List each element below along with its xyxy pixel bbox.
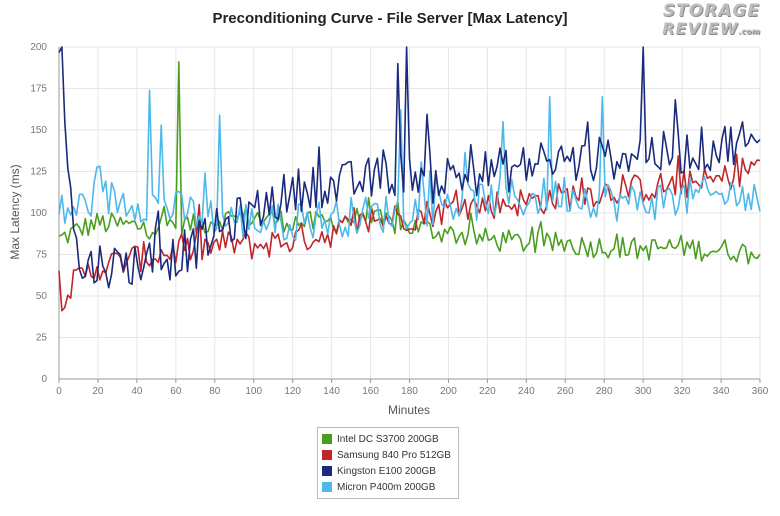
x-tick-label: 60 (170, 386, 182, 397)
chart-title: Preconditioning Curve - File Server [Max… (212, 10, 568, 27)
x-tick-label: 200 (440, 386, 457, 397)
legend-swatch (322, 482, 332, 492)
legend-label: Intel DC S3700 200GB (337, 433, 439, 445)
x-tick-label: 340 (713, 386, 730, 397)
y-tick-label: 150 (30, 125, 47, 136)
x-tick-label: 80 (209, 386, 221, 397)
x-tick-label: 140 (323, 386, 340, 397)
legend: Intel DC S3700 200GB Samsung 840 Pro 512G… (317, 427, 459, 499)
series-line (58, 89, 761, 241)
series-line (58, 46, 761, 289)
x-tick-label: 160 (362, 386, 379, 397)
x-tick-label: 40 (131, 386, 143, 397)
legend-swatch (322, 450, 332, 460)
y-axis-title: Max Latency (ms) (8, 164, 22, 259)
legend-item: Intel DC S3700 200GB (322, 431, 454, 447)
x-tick-label: 280 (596, 386, 613, 397)
x-tick-label: 260 (557, 386, 574, 397)
x-tick-label: 0 (56, 386, 62, 397)
x-tick-label: 300 (635, 386, 652, 397)
legend-label: Samsung 840 Pro 512GB (337, 449, 451, 461)
x-tick-label: 320 (674, 386, 691, 397)
y-tick-label: 125 (30, 167, 47, 178)
legend-item: Kingston E100 200GB (322, 463, 454, 479)
x-tick-label: 120 (284, 386, 301, 397)
legend-label: Kingston E100 200GB (337, 465, 436, 477)
y-tick-label: 100 (30, 208, 47, 219)
x-tick-label: 220 (479, 386, 496, 397)
series-lines (58, 46, 761, 312)
storagereview-logo: STORAGE REVIEW.com (662, 1, 760, 38)
legend-swatch (322, 466, 332, 476)
y-tick-label: 50 (36, 291, 48, 302)
x-tick-label: 240 (518, 386, 535, 397)
x-axis-title: Minutes (388, 403, 430, 417)
legend-item: Samsung 840 Pro 512GB (322, 447, 454, 463)
y-tick-label: 0 (41, 374, 47, 385)
x-tick-label: 20 (92, 386, 104, 397)
legend-item: Micron P400m 200GB (322, 479, 454, 495)
x-tick-label: 180 (401, 386, 418, 397)
y-tick-label: 200 (30, 42, 47, 53)
y-tick-label: 25 (36, 333, 48, 344)
tick-labels: 0 25 50 75 100 125 150 175 200 0 20 40 60 80 100 120 140… (30, 42, 768, 397)
legend-label: Micron P400m 200GB (337, 481, 436, 493)
y-tick-label: 175 (30, 84, 47, 95)
x-tick-label: 360 (752, 386, 769, 397)
series-line (58, 61, 761, 265)
y-tick-label: 75 (36, 250, 48, 261)
legend-swatch (322, 434, 332, 444)
x-tick-label: 100 (245, 386, 262, 397)
